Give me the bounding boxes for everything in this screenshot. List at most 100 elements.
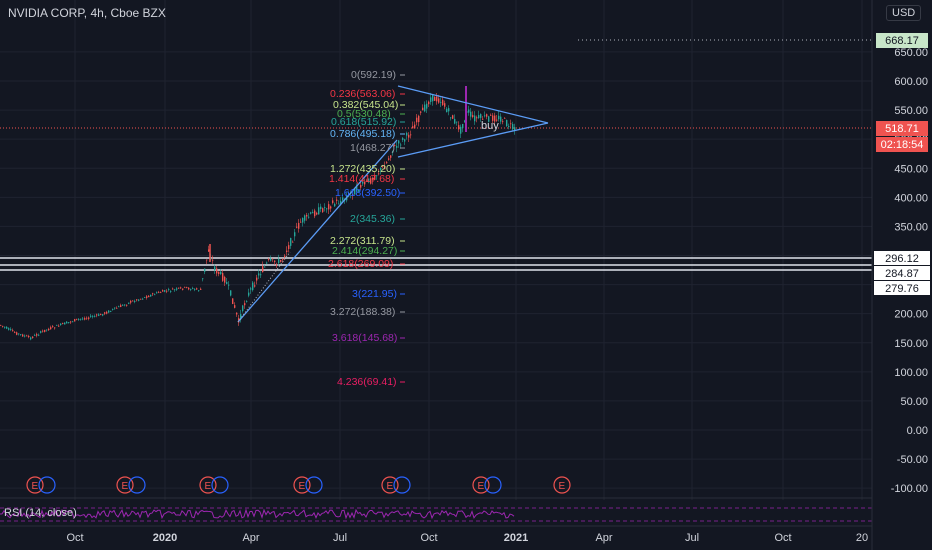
time-axis[interactable]: Oct 2020 Apr Jul Oct 2021 Apr Jul Oct 20: [0, 525, 872, 544]
candle: [498, 115, 500, 120]
candle: [384, 166, 386, 170]
candle: [276, 264, 278, 266]
time-tick: 20: [856, 532, 868, 544]
price-tick: 650.00: [894, 47, 928, 59]
earnings-marker-label: E: [559, 481, 566, 492]
candle: [404, 139, 406, 142]
candle: [352, 194, 354, 196]
candle: [488, 116, 490, 122]
candle: [356, 185, 358, 192]
earnings-marker-label: E: [122, 481, 129, 492]
candle: [494, 115, 496, 122]
candle: [4, 326, 6, 328]
candle: [52, 326, 54, 328]
candle: [8, 328, 10, 330]
candle: [2, 325, 4, 327]
price-tick: -100.00: [891, 483, 928, 495]
candle: [332, 200, 334, 203]
triangle-upper: [397, 85, 549, 124]
dividend-marker: [484, 476, 502, 494]
candle: [164, 290, 166, 292]
candle: [264, 266, 266, 268]
candle: [58, 325, 60, 327]
ref-price-label: 668.17: [885, 35, 919, 47]
fibonacci-extension: 0(592.19) 0.236(563.06)0.382(545.04)0.5(5…: [328, 69, 405, 388]
candle: [230, 290, 232, 296]
dividend-marker: [38, 476, 56, 494]
candle: [478, 115, 480, 119]
candle: [46, 329, 48, 331]
candle: [152, 293, 154, 295]
candle: [420, 111, 422, 113]
candle: [158, 291, 160, 293]
time-tick: 2020: [153, 532, 177, 544]
fib-level-label: 2.272(311.79): [330, 235, 395, 247]
price-tick: 50.00: [900, 396, 928, 408]
fib-level-label: 2.618(269.09): [328, 258, 393, 270]
candle: [416, 117, 418, 123]
price-tick: 450.00: [894, 163, 928, 175]
candle: [140, 298, 142, 300]
candle: [316, 212, 318, 215]
candle: [246, 301, 248, 303]
candle: [434, 96, 436, 101]
currency-button[interactable]: USD: [886, 5, 922, 21]
candle: [232, 298, 234, 304]
candle: [438, 98, 440, 103]
candle: [248, 292, 250, 296]
candle: [166, 290, 168, 292]
candle: [504, 117, 506, 119]
candle: [76, 318, 78, 320]
candle: [410, 134, 412, 136]
candle: [386, 162, 388, 164]
candle: [482, 118, 484, 120]
candle: [486, 114, 488, 117]
countdown-tag: [876, 137, 928, 152]
candle: [162, 290, 164, 292]
dividend-marker: [128, 476, 146, 494]
horizontal-lines: [0, 257, 872, 271]
candle: [408, 134, 410, 138]
candle: [364, 181, 366, 185]
dividend-marker: [305, 476, 323, 494]
candle: [448, 108, 450, 112]
candle: [280, 259, 282, 262]
candle: [414, 124, 416, 129]
candle: [284, 255, 286, 257]
candle: [378, 173, 380, 175]
candle: [484, 115, 486, 117]
candle: [150, 294, 152, 297]
drawings: buy: [237, 85, 549, 323]
candle: [318, 207, 320, 215]
candle: [286, 250, 288, 253]
candle: [202, 278, 204, 280]
candle: [268, 259, 270, 260]
candle: [200, 288, 202, 290]
candle: [20, 334, 22, 336]
candle: [226, 282, 228, 284]
candle: [118, 306, 120, 308]
candle: [320, 206, 322, 210]
candle: [148, 295, 150, 298]
candle: [172, 288, 174, 290]
candle: [134, 301, 136, 302]
candle: [16, 332, 18, 335]
candle: [390, 155, 392, 158]
candle: [476, 117, 478, 119]
candle: [48, 328, 50, 331]
price-axis[interactable]: 650.00600.00550.00500.00450.00400.00350.…: [871, 0, 932, 550]
candle: [360, 184, 362, 188]
candle: [214, 266, 216, 271]
fib-level-label: 0.382(545.04): [333, 99, 398, 111]
earnings-marker: [293, 476, 311, 494]
candle: [430, 97, 432, 102]
candle: [296, 226, 298, 228]
candle: [380, 167, 382, 171]
candle: [426, 103, 428, 109]
fib-level-label: 1(468.27): [350, 142, 395, 154]
rsi-label[interactable]: RSI (14, close): [4, 507, 77, 519]
symbol-title[interactable]: NVIDIA CORP, 4h, Cboe BZX: [8, 6, 166, 20]
candle: [54, 327, 56, 329]
candle: [60, 323, 62, 325]
